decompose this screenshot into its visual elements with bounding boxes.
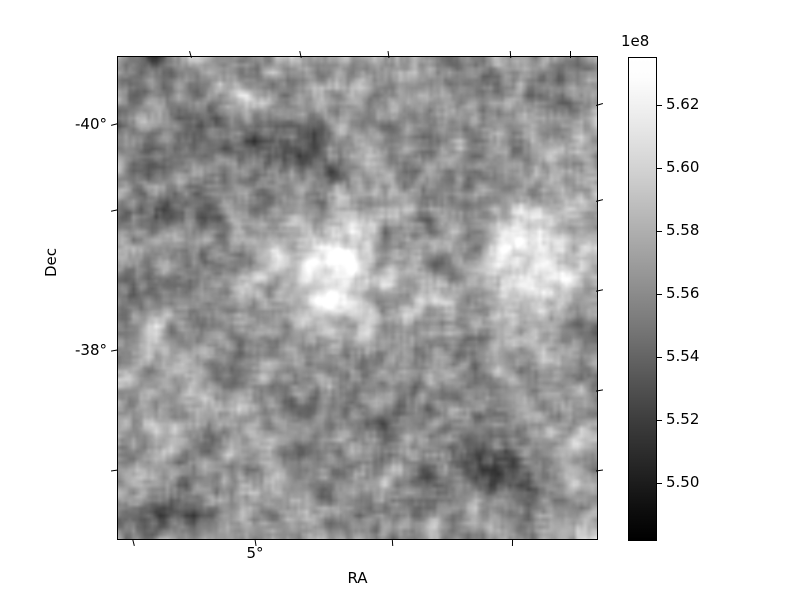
colorbar-tick-label-0: 5.62 <box>666 95 700 113</box>
x-tick-bottom-3 <box>511 538 514 547</box>
x-tick-top-1 <box>299 50 302 59</box>
x-tick-bottom-2 <box>391 538 394 547</box>
x-axis-title: RA <box>347 569 368 587</box>
y-tick-label-1: -38° <box>75 341 107 359</box>
colorbar-tick-label-4: 5.54 <box>666 347 700 365</box>
sky-image <box>118 57 597 539</box>
colorbar-tick-mark-0 <box>657 105 662 106</box>
y-tick-label-0: -40° <box>75 115 107 133</box>
x-tick-label-0: 5° <box>246 544 264 562</box>
x-tick-top-2 <box>387 50 390 59</box>
x-tick-top-4 <box>570 51 571 58</box>
y-tick-right-2 <box>595 289 604 292</box>
y-axis-title: Dec <box>42 247 60 277</box>
y-tick-right-4 <box>595 469 604 472</box>
colorbar-tick-mark-1 <box>657 168 662 169</box>
y-tick-right-3 <box>595 389 604 392</box>
colorbar-tick-mark-5 <box>657 420 662 421</box>
colorbar[interactable] <box>628 57 657 541</box>
colorbar-tick-label-6: 5.50 <box>666 473 700 491</box>
y-tick-right-1 <box>595 199 604 202</box>
colorbar-tick-label-5: 5.52 <box>666 410 700 428</box>
colorbar-tick-mark-2 <box>657 231 662 232</box>
colorbar-tick-label-3: 5.56 <box>666 284 700 302</box>
colorbar-tick-label-2: 5.58 <box>666 221 700 239</box>
colorbar-tick-mark-3 <box>657 294 662 295</box>
colorbar-tick-label-1: 5.60 <box>666 158 700 176</box>
colorbar-tick-mark-6 <box>657 483 662 484</box>
x-tick-bottom-0 <box>132 538 135 547</box>
colorbar-tick-mark-4 <box>657 357 662 358</box>
y-tick-right-0 <box>595 103 604 106</box>
sky-image-axes[interactable] <box>117 56 598 540</box>
colorbar-exponent-label: 1e8 <box>621 32 650 50</box>
x-tick-top-3 <box>509 50 512 59</box>
